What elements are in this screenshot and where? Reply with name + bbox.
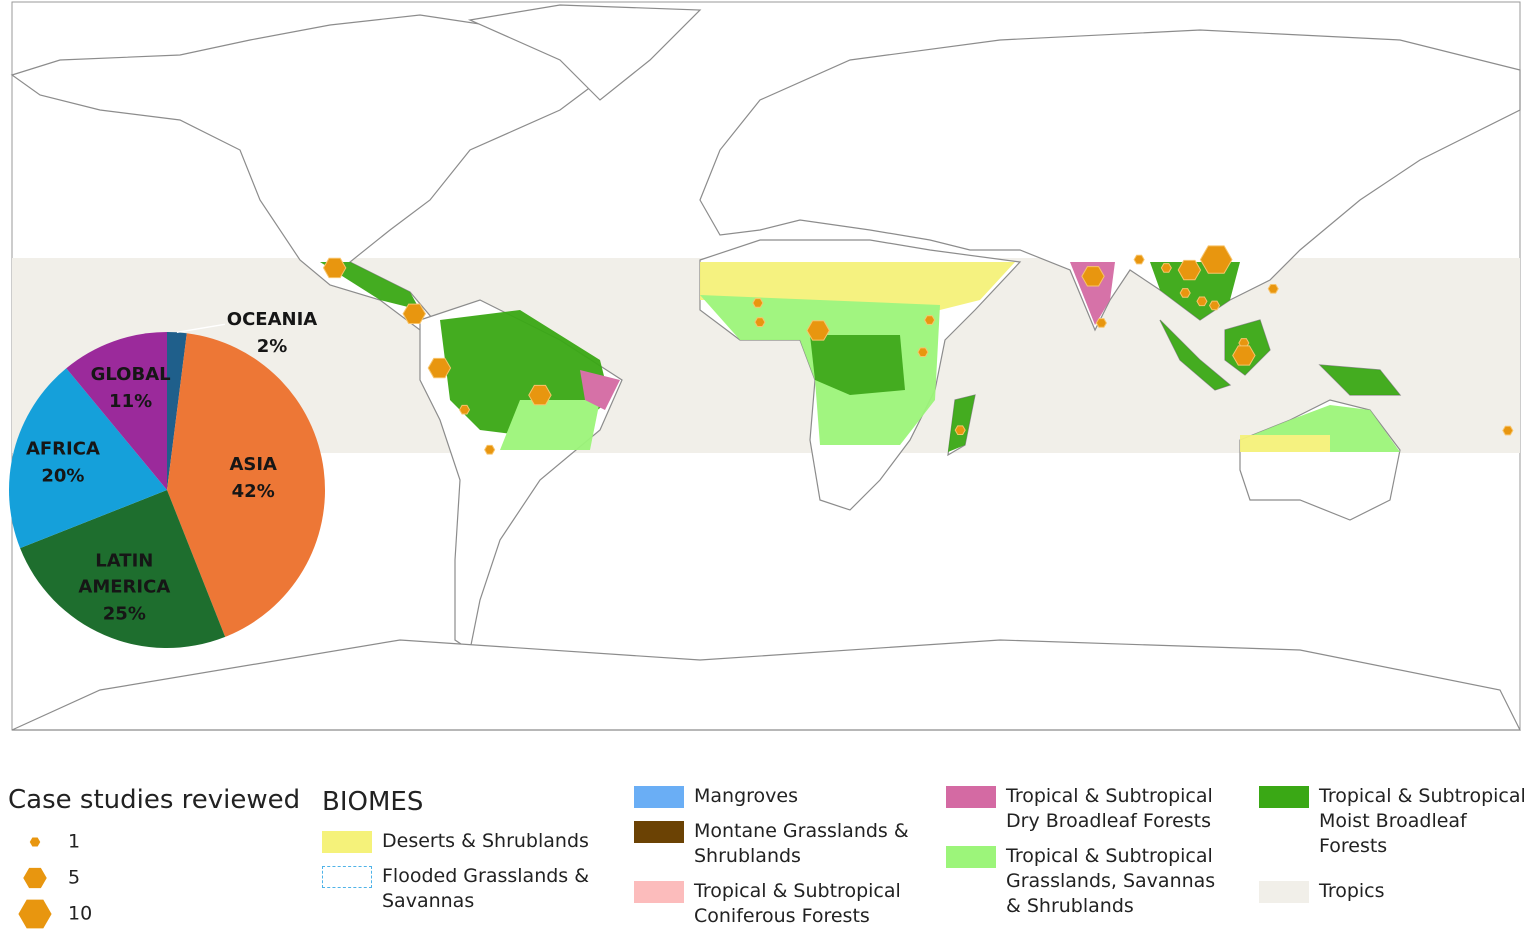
world-map: OCEANIA 2% ASIA 42% LATIN AMERICA 25% AFRICA 20%…: [8, 1, 1521, 731]
pie-slice: [8, 368, 167, 549]
site-marker: [1199, 245, 1233, 274]
biome-swatch: [634, 881, 684, 903]
site-marker: [1160, 263, 1172, 273]
biome-legend-item: Tropical & Subtropical Dry Broadleaf For…: [946, 784, 1226, 834]
biome-label: Tropics: [1319, 880, 1385, 902]
site-marker: [1502, 425, 1514, 436]
site-marker: [1133, 254, 1145, 265]
site-marker: [1196, 296, 1208, 307]
pie-slice: [167, 332, 187, 490]
antarctica: [11, 639, 1521, 731]
biome-legend-item: Tropics: [1259, 879, 1535, 904]
moist-forest-area: [1320, 365, 1400, 395]
size-legend-label: 10: [68, 903, 92, 925]
moist-forest-area: [320, 262, 420, 310]
grassland-area: [500, 400, 600, 450]
biome-swatch: [322, 866, 372, 888]
pie-label: LATIN AMERICA: [78, 551, 170, 598]
pie-value-label: 2%: [257, 336, 288, 357]
site-marker: [924, 315, 936, 325]
greenland: [467, 4, 702, 101]
biome-legend-item: Flooded Grasslands & Savannas: [322, 864, 602, 914]
site-marker: [427, 357, 452, 379]
biome-label: Tropical & Subtropical Grasslands, Savan…: [1006, 845, 1216, 917]
size-legend-marker: [18, 899, 52, 929]
site-marker: [528, 384, 552, 406]
desert-area: [700, 262, 1015, 310]
leader-line: [176, 323, 226, 334]
site-marker: [1177, 259, 1202, 281]
biome-swatch: [634, 821, 684, 843]
site-marker: [1179, 288, 1191, 298]
site-marker: [752, 298, 764, 308]
biome-label: Tropical & Subtropical Coniferous Forest…: [694, 880, 901, 927]
biome-legend-item: Deserts & Shrublands: [322, 829, 602, 854]
biome-swatch: [634, 786, 684, 808]
biome-legend-item: Tropical & Subtropical Moist Broadleaf F…: [1259, 784, 1535, 859]
pie-label: OCEANIA: [227, 309, 318, 330]
biome-label: Montane Grasslands & Shrublands: [694, 820, 909, 867]
site-marker: [1095, 318, 1107, 328]
size-legend-marker: [23, 867, 47, 889]
site-marker: [1081, 266, 1105, 287]
biome-label: Tropical & Subtropical Moist Broadleaf F…: [1319, 785, 1526, 857]
size-legend-label: 1: [68, 831, 80, 853]
dry-forest-area: [580, 370, 620, 410]
site-marker: [954, 425, 966, 435]
pie-label: ASIA: [229, 454, 277, 475]
biome-legend-item: Mangroves: [634, 784, 914, 809]
biome-legend-item: Tropical & Subtropical Grasslands, Savan…: [946, 844, 1226, 919]
biome-swatch: [1259, 881, 1309, 903]
site-marker: [402, 303, 426, 324]
pie-slice: [167, 333, 325, 637]
site-marker: [1267, 283, 1279, 294]
biome-label: Tropical & Subtropical Dry Broadleaf For…: [1006, 785, 1213, 832]
biome-swatch: [946, 786, 996, 808]
case-study-sites: [322, 245, 1514, 455]
site-marker: [1232, 345, 1256, 366]
pie-value-label: 11%: [109, 391, 152, 412]
size-legend-marker: [29, 837, 41, 847]
pie-label: AFRICA: [26, 438, 100, 459]
biome-swatch: [946, 846, 996, 868]
site-marker: [917, 347, 929, 357]
site-marker: [458, 404, 471, 415]
pie-value-label: 42%: [232, 481, 275, 502]
size-legend-title: Case studies reviewed: [8, 785, 301, 815]
site-marker: [1208, 300, 1221, 311]
pie-slice: [66, 332, 167, 490]
moist-forest-area: [1160, 320, 1230, 390]
pie-label: GLOBAL: [91, 364, 171, 385]
size-legend-label: 5: [68, 867, 80, 889]
pie-slice: [20, 490, 226, 648]
biome-legend-item: Montane Grasslands & Shrublands: [634, 819, 914, 869]
site-marker: [484, 444, 496, 455]
site-marker: [806, 320, 830, 341]
biome-label: Mangroves: [694, 785, 798, 807]
pie-value-label: 20%: [41, 465, 84, 486]
desert-area: [1240, 435, 1330, 452]
biome-swatch: [1259, 786, 1309, 808]
biome-label: Deserts & Shrublands: [382, 830, 589, 852]
biome-swatch: [322, 831, 372, 853]
pie-value-label: 25%: [103, 604, 146, 625]
biome-legend-title: BIOMES: [322, 787, 424, 817]
moist-forest-area: [810, 335, 905, 395]
site-marker: [754, 317, 766, 327]
region-pie: OCEANIA 2% ASIA 42% LATIN AMERICA 25% AFRICA 20%…: [8, 309, 325, 648]
biome-label: Flooded Grasslands & Savannas: [382, 865, 590, 912]
biome-legend-item: Tropical & Subtropical Coniferous Forest…: [634, 879, 914, 929]
moist-forest-area: [948, 395, 975, 452]
site-marker: [322, 257, 347, 279]
